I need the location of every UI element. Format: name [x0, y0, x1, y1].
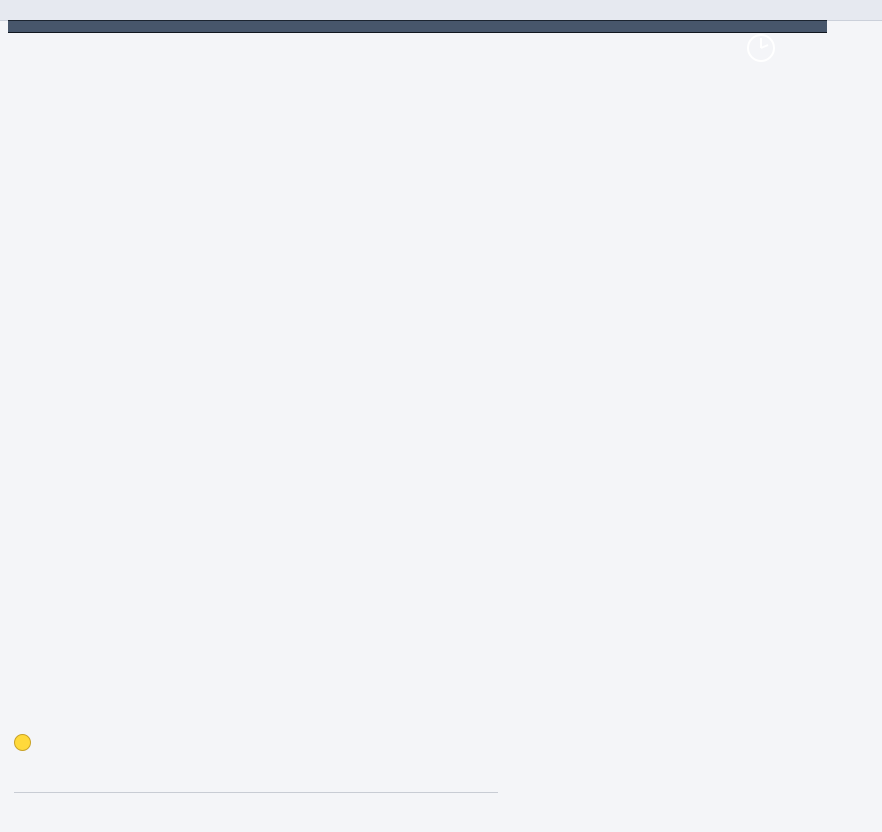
quote-overlay [560, 60, 740, 82]
signature-separator [14, 792, 498, 793]
clock-icon [747, 34, 775, 62]
chart-title-bar[interactable] [8, 20, 827, 33]
post-commentary [14, 734, 874, 755]
smiley-icon [14, 734, 31, 751]
commentary-line-1 [14, 734, 874, 755]
